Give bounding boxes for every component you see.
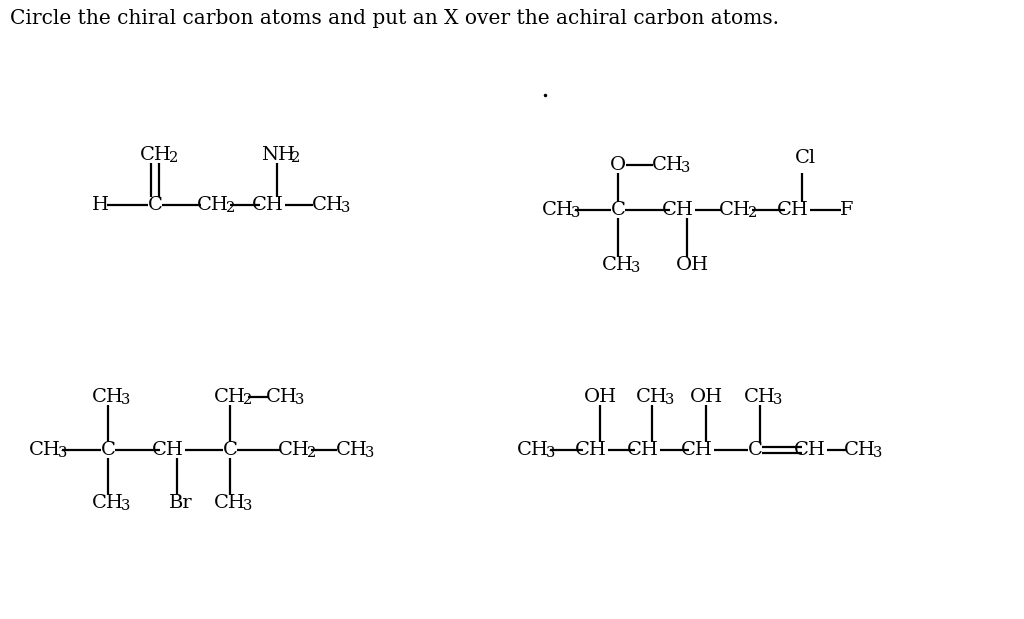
Text: 2: 2 [748, 206, 758, 220]
Text: 3: 3 [546, 446, 555, 460]
Text: 2: 2 [226, 201, 236, 215]
Text: OH: OH [689, 388, 723, 406]
Text: 3: 3 [58, 446, 68, 460]
Text: 3: 3 [121, 499, 130, 513]
Text: CH: CH [197, 196, 229, 214]
Text: Cl: Cl [795, 149, 815, 167]
Text: 2: 2 [307, 446, 316, 460]
Text: 3: 3 [773, 393, 782, 407]
Text: C: C [100, 441, 116, 459]
Text: CH: CH [844, 441, 876, 459]
Text: CH: CH [794, 441, 826, 459]
Text: 2: 2 [169, 151, 178, 165]
Text: H: H [91, 196, 109, 214]
Text: CH: CH [744, 388, 776, 406]
Text: 3: 3 [121, 393, 130, 407]
Text: 3: 3 [631, 261, 640, 275]
Text: NH: NH [261, 146, 295, 164]
Text: OH: OH [584, 388, 616, 406]
Text: CH: CH [517, 441, 549, 459]
Text: CH: CH [542, 201, 573, 219]
Text: O: O [610, 156, 626, 174]
Text: C: C [147, 196, 163, 214]
Text: CH: CH [92, 388, 124, 406]
Text: Circle the chiral carbon atoms and put an X over the achiral carbon atoms.: Circle the chiral carbon atoms and put a… [10, 9, 779, 27]
Text: C: C [222, 441, 238, 459]
Text: 3: 3 [243, 499, 252, 513]
Text: 2: 2 [243, 393, 252, 407]
Text: CH: CH [627, 441, 658, 459]
Text: C: C [748, 441, 763, 459]
Text: CH: CH [266, 388, 298, 406]
Text: CH: CH [719, 201, 751, 219]
Text: CH: CH [279, 441, 310, 459]
Text: 3: 3 [873, 446, 883, 460]
Text: CH: CH [214, 388, 246, 406]
Text: Br: Br [169, 494, 193, 512]
Text: CH: CH [602, 256, 634, 274]
Text: CH: CH [663, 201, 694, 219]
Text: OH: OH [676, 256, 709, 274]
Text: CH: CH [29, 441, 61, 459]
Text: CH: CH [336, 441, 368, 459]
Text: CH: CH [652, 156, 684, 174]
Text: CH: CH [636, 388, 668, 406]
Text: 3: 3 [365, 446, 375, 460]
Text: 3: 3 [681, 161, 690, 175]
Text: CH: CH [152, 441, 184, 459]
Text: 3: 3 [341, 201, 350, 215]
Text: C: C [610, 201, 626, 219]
Text: 3: 3 [295, 393, 304, 407]
Text: CH: CH [214, 494, 246, 512]
Text: CH: CH [777, 201, 809, 219]
Text: 2: 2 [291, 151, 300, 165]
Text: 3: 3 [665, 393, 675, 407]
Text: CH: CH [312, 196, 344, 214]
Text: CH: CH [575, 441, 607, 459]
Text: CH: CH [681, 441, 713, 459]
Text: CH: CH [92, 494, 124, 512]
Text: 3: 3 [571, 206, 581, 220]
Text: CH: CH [140, 146, 172, 164]
Text: F: F [841, 201, 854, 219]
Text: CH: CH [252, 196, 284, 214]
